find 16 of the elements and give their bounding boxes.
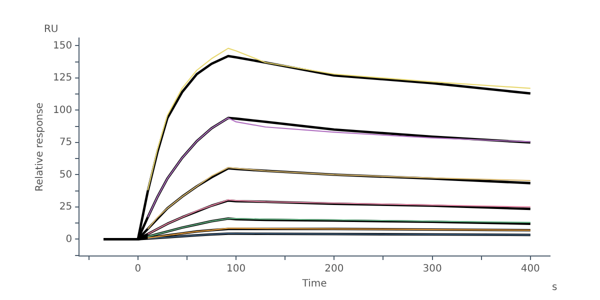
text: s	[552, 282, 558, 293]
y-axis-title: Relative response	[34, 102, 46, 192]
y-tick-label: 75	[59, 137, 72, 148]
y-tick-label: 150	[52, 40, 72, 52]
x-axis-title: Time	[301, 278, 327, 290]
x-tick-label: 200	[324, 264, 344, 275]
y-tick-label: 50	[59, 169, 72, 180]
y-tick-label: 0	[66, 234, 72, 245]
x-tick-label: 0	[134, 264, 142, 275]
x-tick-label: 300	[422, 264, 442, 275]
y-tick-label: 125	[52, 72, 72, 84]
x-tick-label: 100	[226, 264, 246, 275]
text: RU	[44, 24, 58, 35]
x-tick-label: 400	[520, 264, 540, 275]
y-tick-label: 100	[52, 104, 72, 116]
y-tick-label: 25	[59, 202, 72, 213]
